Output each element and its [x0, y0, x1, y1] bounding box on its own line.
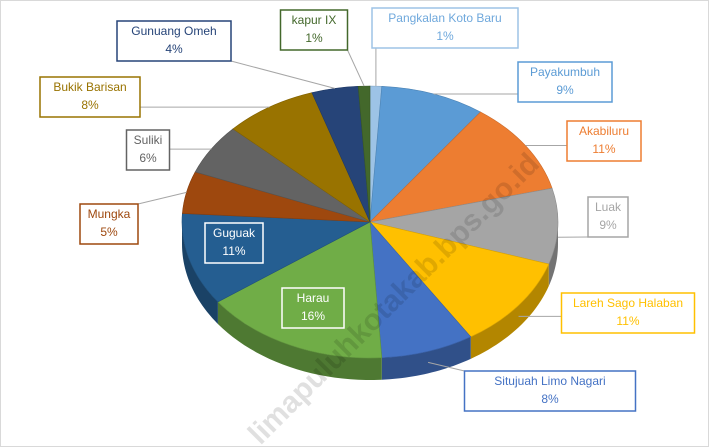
label-box	[566, 120, 642, 162]
slice	[369, 221, 550, 338]
label-name: Akabiluru	[579, 124, 629, 138]
label-box	[279, 9, 349, 51]
label-value: 11%	[222, 244, 245, 258]
leader-line	[427, 361, 465, 372]
label-box	[517, 61, 613, 103]
label-value: 6%	[139, 151, 157, 165]
label-value: 11%	[592, 142, 615, 156]
label-value: 8%	[81, 98, 99, 112]
label-value: 4%	[165, 42, 183, 56]
label-box	[463, 370, 637, 412]
label-name: Suliki	[134, 133, 163, 147]
label-box	[79, 203, 139, 245]
label-value: 16%	[301, 309, 325, 323]
slice-side	[182, 222, 218, 324]
label-value: 8%	[541, 392, 559, 406]
label-box	[125, 129, 171, 171]
label-value: 9%	[599, 218, 617, 232]
label-name: Mungka	[88, 207, 131, 221]
label-box	[281, 287, 345, 329]
slice-side	[548, 222, 558, 287]
label-value: 11%	[616, 314, 639, 328]
slice	[369, 221, 472, 359]
slice-side	[381, 336, 471, 380]
label-name: Lareh Sago Halaban	[573, 296, 683, 310]
slice-side	[217, 301, 382, 380]
label-name: Bukik Barisan	[53, 80, 126, 94]
label-box	[587, 196, 629, 238]
slice-side	[470, 264, 549, 359]
leader-line	[137, 191, 187, 205]
label-value: 5%	[100, 225, 118, 239]
label-value: 1%	[436, 29, 454, 43]
label-name: kapur IX	[292, 13, 337, 27]
slice	[232, 92, 371, 223]
label-name: Luak	[595, 200, 622, 214]
label-name: Pangkalan Koto Baru	[388, 11, 501, 25]
leader-line	[230, 60, 335, 89]
label-box	[204, 222, 264, 264]
label-box	[371, 7, 519, 49]
label-name: Guguak	[213, 226, 256, 240]
label-box	[560, 292, 696, 334]
leader-line	[347, 49, 365, 87]
slice	[369, 187, 559, 265]
label-box	[39, 76, 141, 118]
label-name: Gunuang Omeh	[131, 24, 216, 38]
label-name: Payakumbuh	[530, 65, 600, 79]
label-value: 1%	[305, 31, 323, 45]
label-box	[116, 20, 232, 62]
label-name: Harau	[297, 291, 330, 305]
label-value: 9%	[556, 83, 574, 97]
label-name: Situjuah Limo Nagari	[494, 374, 605, 388]
